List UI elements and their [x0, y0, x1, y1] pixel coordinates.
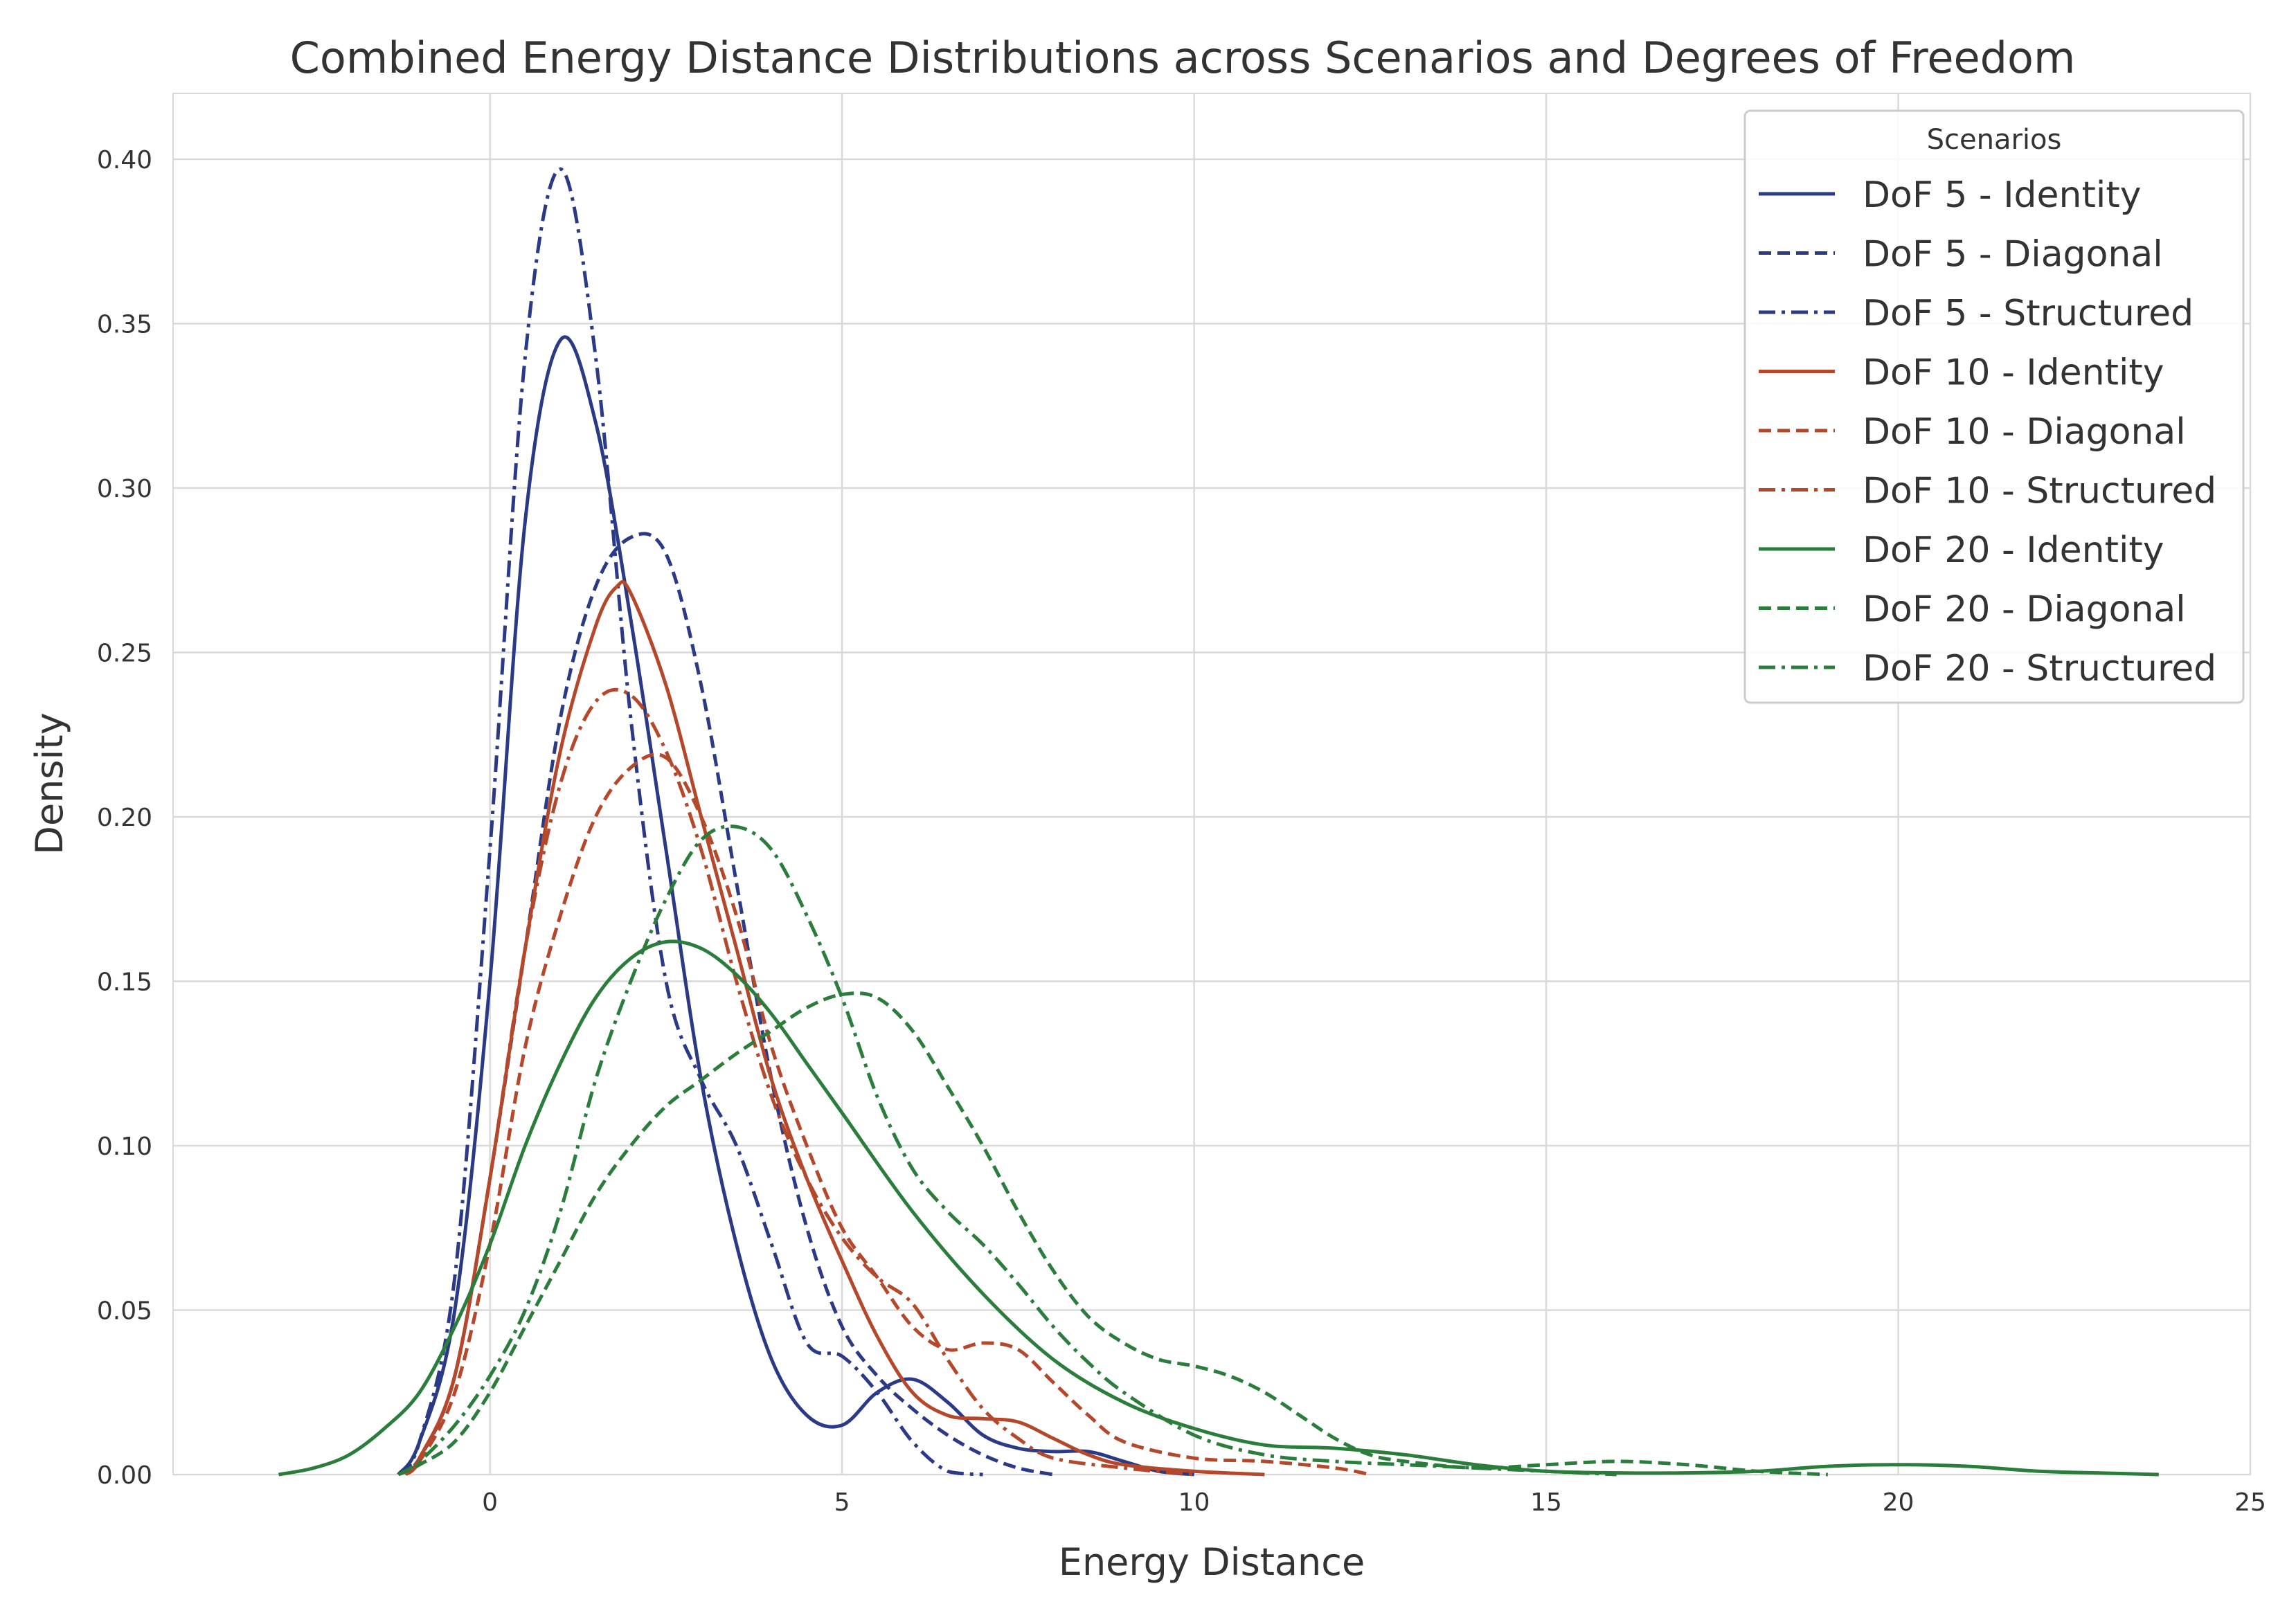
y-axis-label: Density [28, 712, 71, 854]
series-layer [278, 167, 2159, 1477]
legend-box [1743, 109, 2245, 704]
x-tick-label: 20 [1883, 1488, 1914, 1517]
series-line-dof-5-structured [397, 167, 983, 1477]
y-tick-label: 0.30 [97, 475, 152, 503]
series-line-dof-10-structured [404, 687, 1194, 1477]
y-tick-label: 0.10 [97, 1133, 152, 1161]
x-tick-label: 25 [2234, 1488, 2266, 1517]
y-tick-label: 0.00 [97, 1461, 152, 1490]
y-tick-label: 0.35 [97, 311, 152, 339]
x-tick-label: 5 [834, 1488, 850, 1517]
y-tick-label: 0.05 [97, 1297, 152, 1326]
legend-label-dof-10-structured: DoF 10 - Structured [1863, 471, 2216, 512]
legend: Scenarios DoF 5 - Identity DoF 5 - Diagon… [1743, 109, 2245, 704]
x-tick-label: 15 [1530, 1488, 1562, 1517]
legend-label-dof-20-identity: DoF 20 - Identity [1863, 530, 2164, 571]
legend-label-dof-10-diagonal: DoF 10 - Diagonal [1863, 411, 2186, 453]
series-line-dof-20-structured [397, 824, 1617, 1477]
y-tick-label: 0.25 [97, 640, 152, 668]
x-axis-label: Energy Distance [1059, 1540, 1365, 1584]
legend-label-dof-5-diagonal: DoF 5 - Diagonal [1863, 234, 2163, 276]
x-tick-label: 10 [1178, 1488, 1210, 1517]
legend-label-dof-5-identity: DoF 5 - Identity [1863, 174, 2142, 216]
y-tick-label: 0.20 [97, 804, 152, 832]
series-line-dof-10-diagonal [404, 753, 1371, 1477]
legend-label-dof-5-structured: DoF 5 - Structured [1863, 293, 2194, 334]
legend-label-dof-10-identity: DoF 10 - Identity [1863, 352, 2164, 394]
tick-labels: 0 5 10 15 20 25 0.00 0.05 0.10 0.15 0.20 0.25 0.30 0.… [97, 146, 2266, 1517]
legend-items: DoF 5 - Identity DoF 5 - Diagonal DoF 5 - … [1759, 174, 2216, 690]
chart-title: Combined Energy Distance Distributions a… [290, 33, 2076, 83]
legend-title: Scenarios [1927, 124, 2062, 156]
series-line-dof-5-diagonal [397, 532, 1054, 1477]
series-line-dof-5-identity [397, 335, 1194, 1477]
y-tick-label: 0.40 [97, 146, 152, 174]
x-tick-label: 0 [482, 1488, 498, 1517]
y-tick-label: 0.15 [97, 968, 152, 997]
legend-label-dof-20-diagonal: DoF 20 - Diagonal [1863, 589, 2186, 631]
legend-label-dof-20-structured: DoF 20 - Structured [1863, 648, 2216, 690]
